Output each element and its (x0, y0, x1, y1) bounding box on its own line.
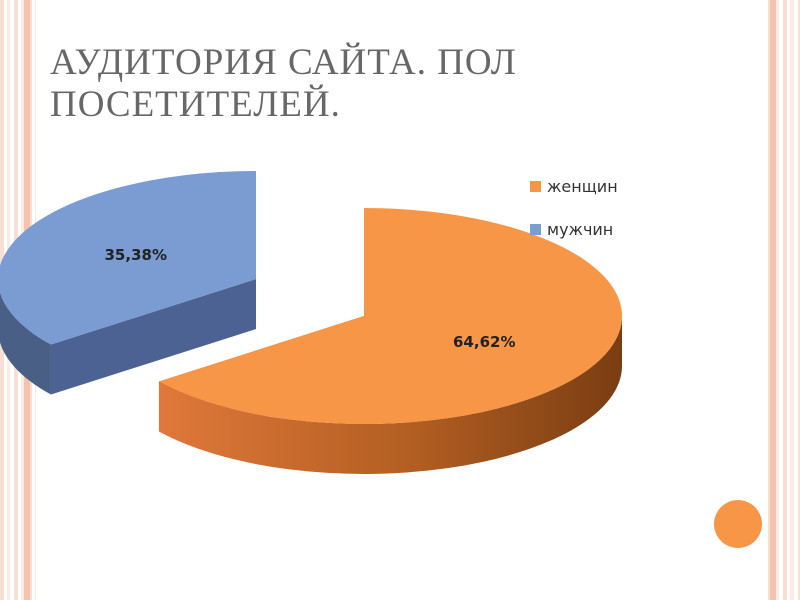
slide-title: АУДИТОРИЯ САЙТА. ПОЛ ПОСЕТИТЕЛЕЙ. (50, 42, 517, 125)
pie-slice-wall-men-0 (50, 279, 257, 395)
legend-swatch-men (530, 223, 541, 235)
decorative-orange-circle (714, 500, 762, 548)
legend-item-men: мужчин (530, 218, 618, 240)
pie-slice-women (158, 208, 622, 474)
legend-swatch-women (530, 180, 541, 192)
pie-slice-side-men-0 (0, 292, 51, 395)
chart-legend: женщин мужчин (530, 175, 618, 261)
legend-item-women: женщин (530, 175, 618, 197)
data-label-men: 35,38% (105, 246, 167, 264)
data-label-women: 64,62% (453, 333, 515, 351)
pie-slice-top-men (0, 171, 256, 345)
legend-label-men: мужчин (547, 219, 614, 239)
pie-slice-side-women-0 (158, 316, 622, 474)
legend-label-women: женщин (547, 176, 618, 196)
pie-slice-top-women (158, 208, 622, 424)
pie-slice-men (0, 171, 257, 395)
right-decorative-border (764, 0, 800, 600)
